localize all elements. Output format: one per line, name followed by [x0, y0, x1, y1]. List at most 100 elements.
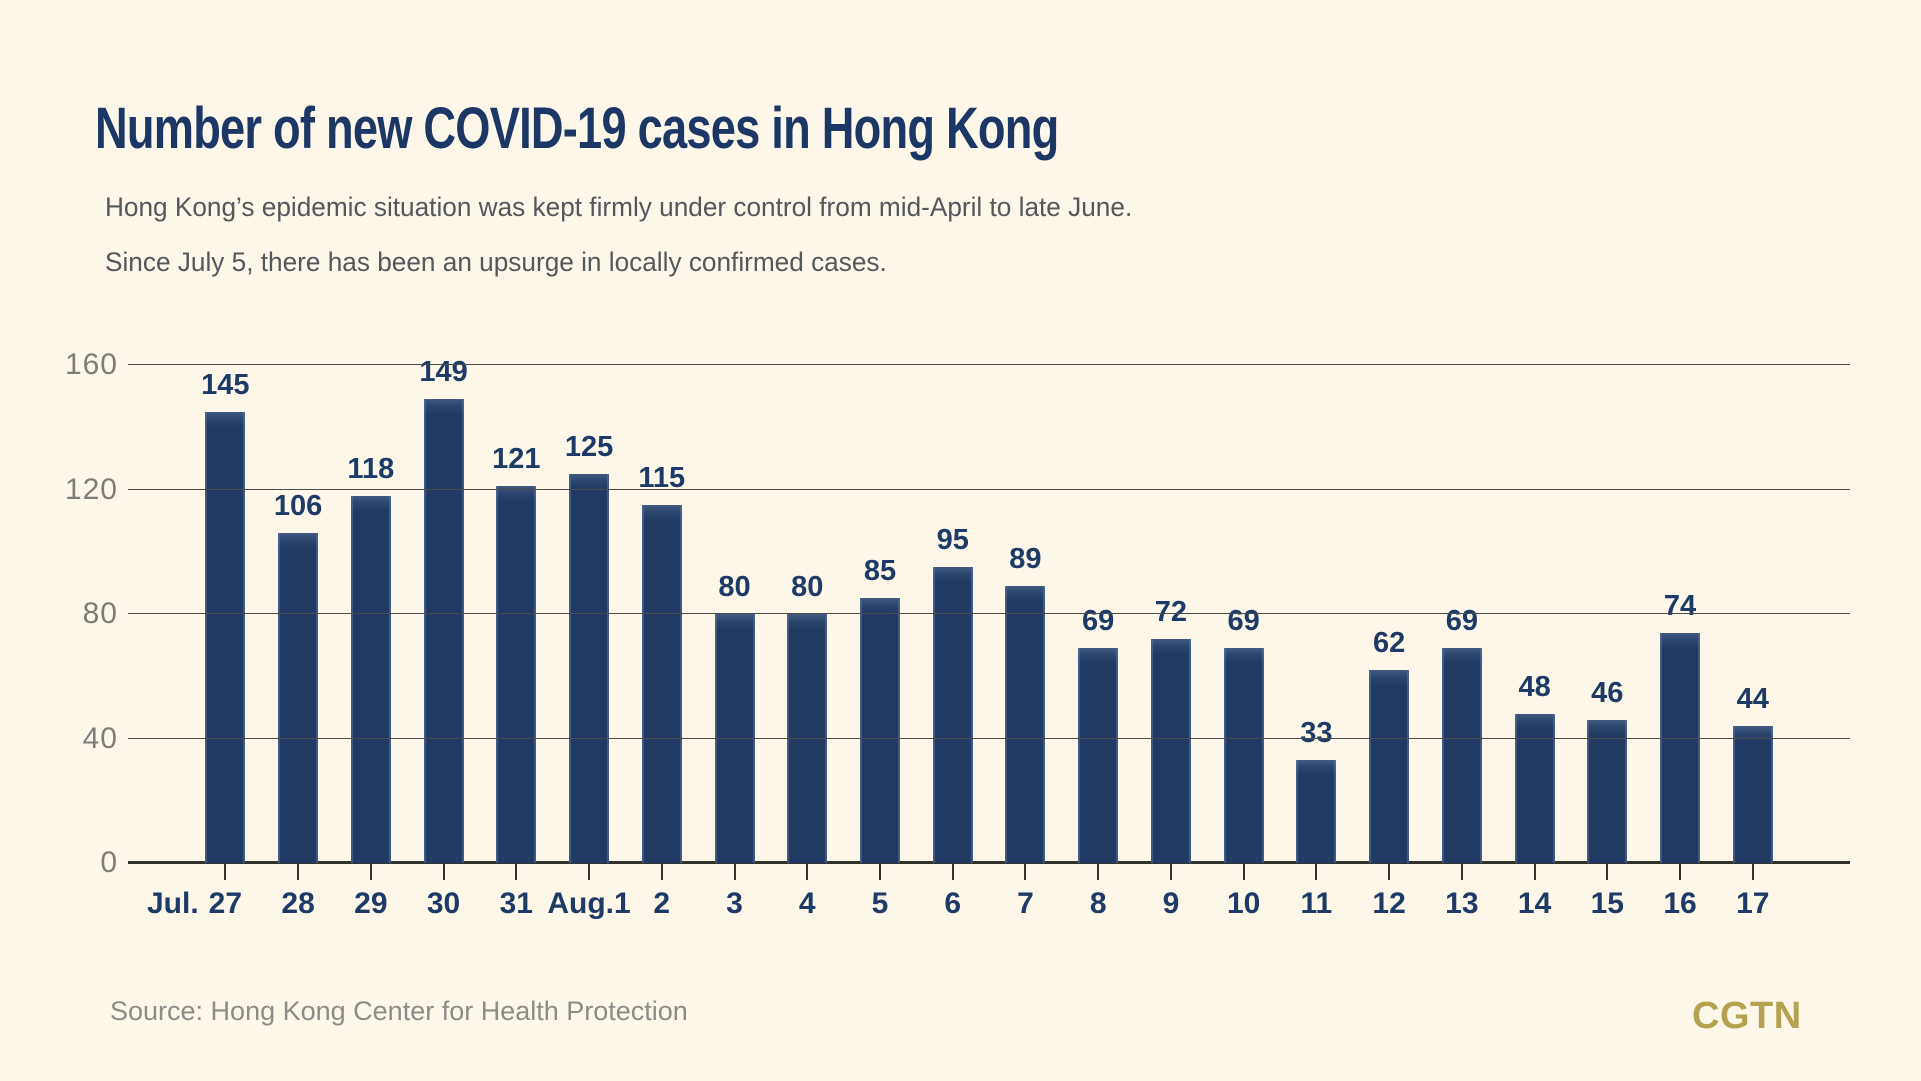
bar-value-label: 149	[419, 356, 468, 389]
x-axis-tick	[1606, 863, 1609, 880]
x-axis-label: 13	[1445, 887, 1479, 920]
bar	[569, 473, 610, 863]
bars-row: 145 Jul. 27 106 28 118 29 149 30 121 31 125 Aug.1 115…	[147, 356, 1789, 920]
x-axis-tick	[951, 863, 954, 880]
bar-slot: 33 11	[1280, 365, 1353, 920]
bar	[205, 411, 246, 863]
x-axis-tick	[733, 863, 736, 880]
x-axis-tick	[1679, 863, 1682, 880]
x-axis-label: 8	[1089, 887, 1107, 920]
bar	[1732, 726, 1773, 863]
bar	[496, 486, 537, 863]
bar-value-label: 69	[1227, 605, 1260, 638]
x-axis-label: 3	[726, 887, 743, 920]
x-axis-tick	[588, 863, 591, 880]
bar	[350, 495, 391, 863]
bar-value-label: 89	[1009, 543, 1042, 575]
bar-value-label: 115	[638, 462, 686, 495]
bar-value-label: 80	[718, 571, 751, 603]
x-axis-label: 29	[354, 887, 388, 920]
bar-slot: 69 13	[1425, 365, 1498, 920]
bar-slot: 85 5	[844, 365, 917, 920]
x-axis-label: 14	[1517, 887, 1552, 920]
gridline-40	[128, 737, 1850, 739]
y-axis-labels: 0 40 80 120 160	[38, 348, 118, 879]
bar	[1441, 648, 1482, 863]
bar-slot: 80 4	[771, 365, 844, 920]
bar-value-label: 72	[1154, 595, 1188, 628]
bar-slot: 149 30	[407, 356, 480, 920]
chart-subtitle-line-2: Since July 5, there has been an upsurge …	[105, 247, 887, 277]
bar-value-label: 74	[1663, 589, 1697, 622]
bar-slot: 72 9	[1135, 365, 1208, 920]
x-axis-label: 6	[944, 887, 962, 920]
bar	[1223, 648, 1264, 863]
bar-value-label: 69	[1445, 605, 1478, 638]
x-axis-label: 15	[1590, 887, 1624, 920]
x-axis-label: Jul. 27	[146, 887, 243, 920]
bar-slot: 125 Aug.1	[547, 365, 630, 920]
x-axis-tick	[515, 863, 518, 880]
bar	[1369, 670, 1410, 863]
bar	[932, 567, 973, 863]
x-axis-tick	[1388, 863, 1391, 880]
x-axis-tick	[1169, 863, 1172, 880]
x-axis-tick	[224, 863, 227, 880]
x-axis-label: 17	[1736, 887, 1770, 920]
bar-slot: 89 7	[989, 365, 1062, 920]
bar-slot: 48 14	[1498, 365, 1571, 920]
bar	[1660, 632, 1701, 863]
x-axis-tick	[442, 863, 445, 880]
source-note: Source: Hong Kong Center for Health Prot…	[110, 996, 688, 1026]
bar	[1587, 719, 1628, 863]
y-axis-label-120: 120	[64, 472, 118, 506]
bar-slot: 121 31	[480, 365, 553, 920]
y-axis-label-160: 160	[64, 348, 118, 381]
y-axis-label-80: 80	[82, 597, 118, 630]
gridline-160	[128, 364, 1850, 365]
bar-slot: 145 Jul. 27	[147, 365, 262, 920]
x-axis-tick	[1097, 863, 1100, 880]
x-axis-label-month-prefix: Jul.	[146, 887, 199, 920]
chart-subtitle-line-1: Hong Kong’s epidemic situation was kept …	[105, 192, 1133, 222]
bar	[641, 505, 682, 863]
bar-value-label: 125	[564, 430, 614, 463]
x-axis-label: 10	[1226, 887, 1261, 920]
x-axis-label: 7	[1017, 887, 1034, 920]
x-axis-label: 5	[871, 887, 889, 920]
bar-value-label: 106	[273, 490, 323, 523]
bar-slot: 106 28	[262, 365, 335, 920]
bar-value-label: 95	[936, 524, 969, 557]
bar	[1296, 760, 1337, 863]
gridline-120	[128, 488, 1850, 490]
bar-value-label: 69	[1082, 605, 1115, 638]
bar-slot: 95 6	[916, 365, 989, 920]
plot-area: 145 Jul. 27 106 28 118 29 149 30 121 31 125 Aug.1 115…	[128, 356, 1850, 920]
bar	[1150, 638, 1191, 863]
x-axis-label: 11	[1300, 887, 1333, 920]
bar-slot: 46 15	[1571, 365, 1644, 920]
x-axis-label: 9	[1162, 887, 1180, 920]
gridline-80	[128, 613, 1850, 614]
bar-slot: 69 10	[1207, 365, 1280, 920]
bar	[1514, 713, 1555, 863]
x-axis-label: Aug.1	[547, 887, 631, 920]
bar	[1078, 648, 1119, 863]
x-axis-label: 2	[653, 887, 671, 920]
x-axis-label: 31	[499, 887, 533, 920]
bar	[1005, 586, 1046, 863]
x-axis-tick	[806, 863, 809, 880]
bar	[787, 614, 828, 863]
bar	[423, 399, 464, 863]
bar-value-label: 62	[1372, 627, 1406, 660]
x-axis-tick	[1024, 863, 1027, 880]
x-axis-label: 30	[426, 887, 461, 920]
x-axis-label: 4	[798, 887, 816, 920]
bar	[859, 598, 900, 863]
x-axis-tick	[1460, 863, 1463, 880]
bar-slot: 80 3	[698, 365, 771, 920]
x-axis-tick	[1533, 863, 1536, 880]
x-axis-tick	[660, 863, 663, 880]
chart-title: Number of new COVID-19 cases in Hong Kon…	[95, 96, 1059, 161]
